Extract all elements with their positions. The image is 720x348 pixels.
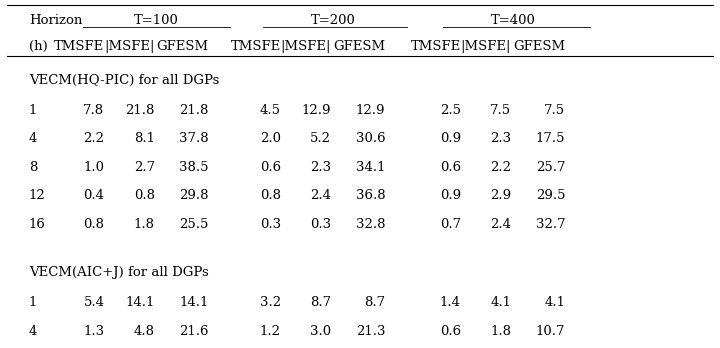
Text: Horizon: Horizon <box>29 14 82 27</box>
Text: 29.8: 29.8 <box>179 189 209 203</box>
Text: 25.7: 25.7 <box>536 161 565 174</box>
Text: 10.7: 10.7 <box>536 325 565 338</box>
Text: |MSFE|: |MSFE| <box>461 40 511 53</box>
Text: 2.2: 2.2 <box>490 161 511 174</box>
Text: 7.5: 7.5 <box>490 104 511 117</box>
Text: 1.2: 1.2 <box>260 325 281 338</box>
Text: 4.1: 4.1 <box>544 296 565 309</box>
Text: 2.4: 2.4 <box>310 189 331 203</box>
Text: 36.8: 36.8 <box>356 189 385 203</box>
Text: 8.7: 8.7 <box>310 296 331 309</box>
Text: 0.3: 0.3 <box>310 218 331 231</box>
Text: 0.8: 0.8 <box>260 189 281 203</box>
Text: 17.5: 17.5 <box>536 132 565 145</box>
Text: |MSFE|: |MSFE| <box>281 40 331 53</box>
Text: 1: 1 <box>29 296 37 309</box>
Text: 0.6: 0.6 <box>440 161 461 174</box>
Text: 5.4: 5.4 <box>84 296 104 309</box>
Text: 1.4: 1.4 <box>440 296 461 309</box>
Text: 0.4: 0.4 <box>84 189 104 203</box>
Text: 37.8: 37.8 <box>179 132 209 145</box>
Text: 2.5: 2.5 <box>440 104 461 117</box>
Text: 21.6: 21.6 <box>179 325 209 338</box>
Text: 29.5: 29.5 <box>536 189 565 203</box>
Text: GFESM: GFESM <box>333 40 385 53</box>
Text: 4.8: 4.8 <box>134 325 155 338</box>
Text: 2.4: 2.4 <box>490 218 511 231</box>
Text: 2.3: 2.3 <box>490 132 511 145</box>
Text: 8: 8 <box>29 161 37 174</box>
Text: 34.1: 34.1 <box>356 161 385 174</box>
Text: 7.5: 7.5 <box>544 104 565 117</box>
Text: 4: 4 <box>29 325 37 338</box>
Text: 21.8: 21.8 <box>179 104 209 117</box>
Text: 21.3: 21.3 <box>356 325 385 338</box>
Text: 0.9: 0.9 <box>440 132 461 145</box>
Text: 12: 12 <box>29 189 45 203</box>
Text: 8.7: 8.7 <box>364 296 385 309</box>
Text: 3.0: 3.0 <box>310 325 331 338</box>
Text: T=100: T=100 <box>134 14 179 27</box>
Text: 12.9: 12.9 <box>302 104 331 117</box>
Text: T=400: T=400 <box>490 14 536 27</box>
Text: |MSFE|: |MSFE| <box>104 40 155 53</box>
Text: TMSFE: TMSFE <box>410 40 461 53</box>
Text: 2.3: 2.3 <box>310 161 331 174</box>
Text: 0.6: 0.6 <box>260 161 281 174</box>
Text: 16: 16 <box>29 218 45 231</box>
Text: 4: 4 <box>29 132 37 145</box>
Text: 0.8: 0.8 <box>84 218 104 231</box>
Text: 2.0: 2.0 <box>260 132 281 145</box>
Text: 0.6: 0.6 <box>440 325 461 338</box>
Text: 1.8: 1.8 <box>490 325 511 338</box>
Text: 2.7: 2.7 <box>134 161 155 174</box>
Text: (h): (h) <box>29 40 48 53</box>
Text: 1.0: 1.0 <box>84 161 104 174</box>
Text: 32.7: 32.7 <box>536 218 565 231</box>
Text: 0.9: 0.9 <box>440 189 461 203</box>
Text: 1.8: 1.8 <box>134 218 155 231</box>
Text: 32.8: 32.8 <box>356 218 385 231</box>
Text: 3.2: 3.2 <box>260 296 281 309</box>
Text: 14.1: 14.1 <box>179 296 209 309</box>
Text: 1.3: 1.3 <box>84 325 104 338</box>
Text: VECM(HQ-PIC) for all DGPs: VECM(HQ-PIC) for all DGPs <box>29 74 219 87</box>
Text: 12.9: 12.9 <box>356 104 385 117</box>
Text: 0.7: 0.7 <box>440 218 461 231</box>
Text: 21.8: 21.8 <box>125 104 155 117</box>
Text: 30.6: 30.6 <box>356 132 385 145</box>
Text: 14.1: 14.1 <box>125 296 155 309</box>
Text: TMSFE: TMSFE <box>230 40 281 53</box>
Text: 4.1: 4.1 <box>490 296 511 309</box>
Text: 2.9: 2.9 <box>490 189 511 203</box>
Text: T=200: T=200 <box>310 14 356 27</box>
Text: 8.1: 8.1 <box>134 132 155 145</box>
Text: 7.8: 7.8 <box>84 104 104 117</box>
Text: 25.5: 25.5 <box>179 218 209 231</box>
Text: 0.3: 0.3 <box>260 218 281 231</box>
Text: 2.2: 2.2 <box>84 132 104 145</box>
Text: 38.5: 38.5 <box>179 161 209 174</box>
Text: 1: 1 <box>29 104 37 117</box>
Text: TMSFE: TMSFE <box>54 40 104 53</box>
Text: 5.2: 5.2 <box>310 132 331 145</box>
Text: VECM(AIC+J) for all DGPs: VECM(AIC+J) for all DGPs <box>29 267 209 279</box>
Text: GFESM: GFESM <box>513 40 565 53</box>
Text: 4.5: 4.5 <box>260 104 281 117</box>
Text: GFESM: GFESM <box>157 40 209 53</box>
Text: 0.8: 0.8 <box>134 189 155 203</box>
